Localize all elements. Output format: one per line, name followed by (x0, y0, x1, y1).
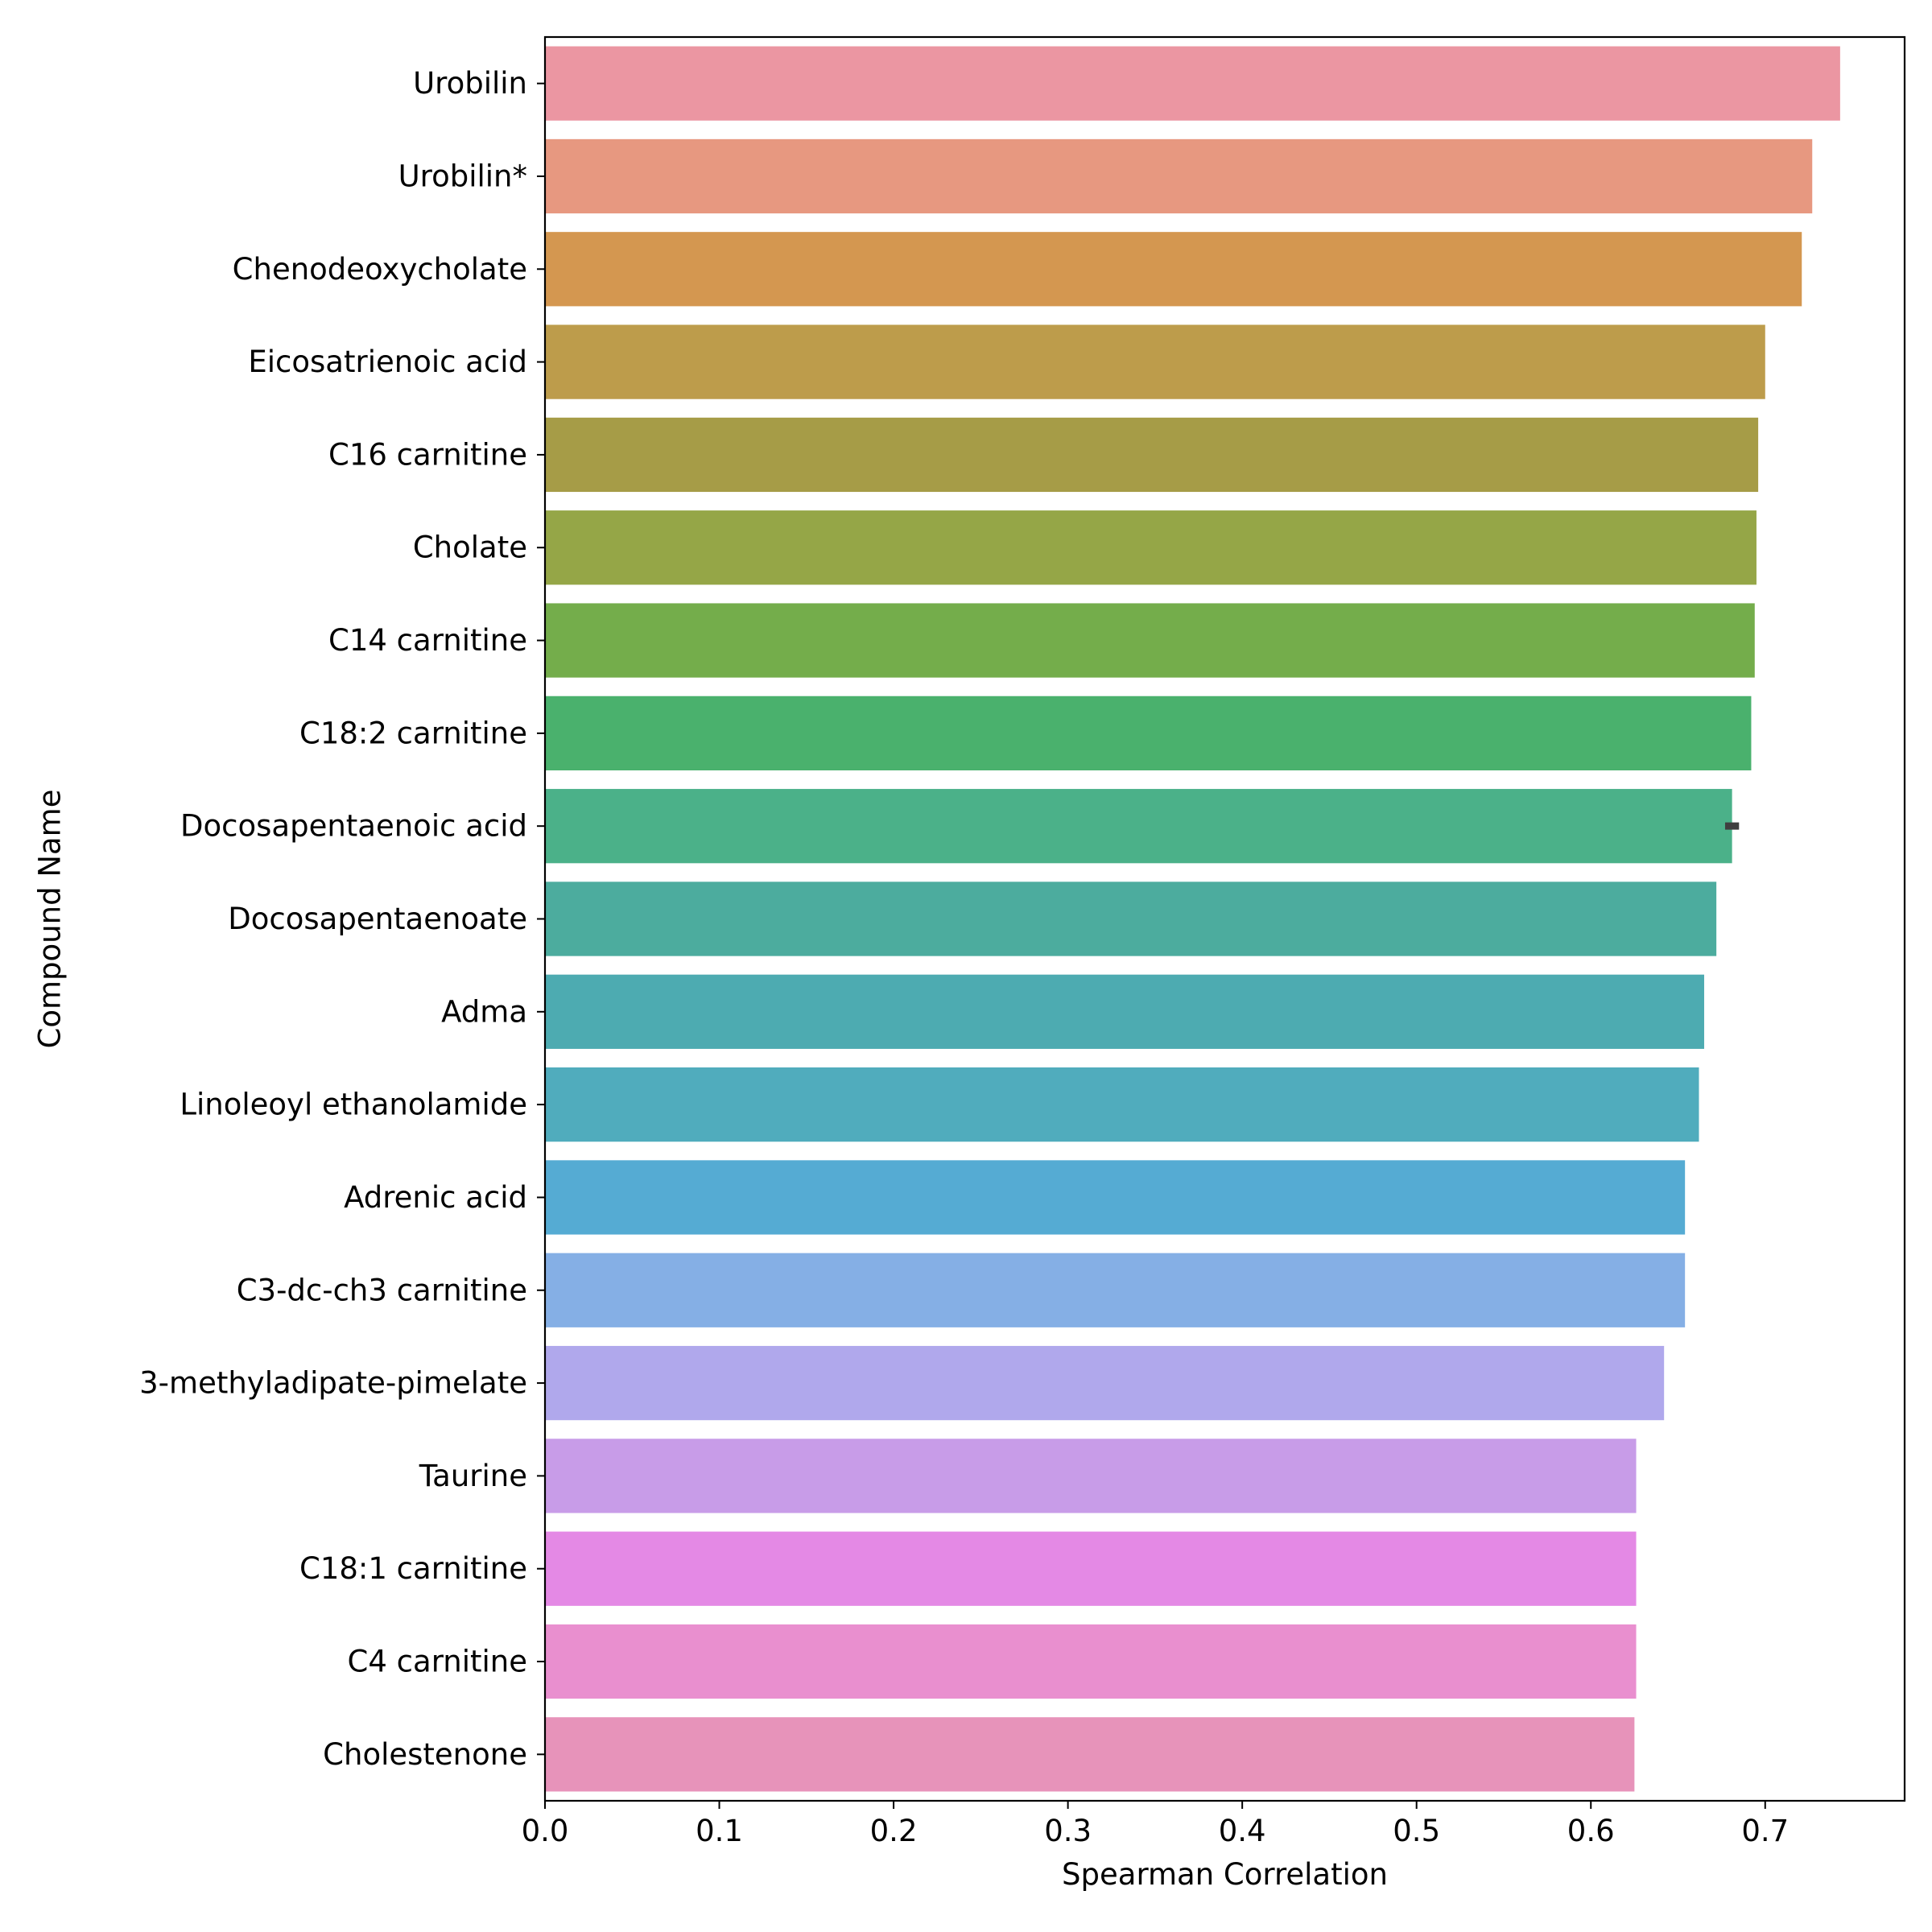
x-tick-label: 0.5 (1393, 1814, 1440, 1848)
y-tick-label: C18:1 carnitine (299, 1551, 527, 1586)
y-tick-label: Eicosatrienoic acid (248, 345, 527, 379)
x-tick-label: 0.3 (1044, 1814, 1092, 1848)
bar (545, 1717, 1635, 1792)
y-tick-label: Chenodeoxycholate (233, 252, 527, 287)
bar (545, 1531, 1637, 1606)
x-axis-title: Spearman Correlation (1062, 1857, 1388, 1892)
bar (545, 138, 1813, 214)
x-tick-label: 0.1 (696, 1814, 743, 1848)
bar (545, 789, 1732, 864)
bar (545, 1253, 1686, 1327)
y-tick-label: C4 carnitine (348, 1645, 527, 1679)
y-tick-label: C14 carnitine (328, 623, 527, 658)
bar (545, 603, 1755, 678)
bar (545, 1624, 1637, 1699)
bar (545, 417, 1759, 493)
y-tick-label: Docosapentaenoic acid (180, 809, 527, 844)
bar (545, 881, 1717, 956)
bar (545, 510, 1757, 585)
bar (545, 324, 1765, 399)
bar (545, 46, 1840, 121)
x-tick-label: 0.4 (1219, 1814, 1266, 1848)
y-tick-label: Urobilin* (398, 159, 527, 193)
y-tick-label: Adrenic acid (344, 1180, 527, 1215)
x-axis-ticks: 0.0 0.1 0.2 0.3 0.4 0.5 0.6 0.7 (522, 1801, 1789, 1848)
bar (545, 1439, 1637, 1513)
bar (545, 1345, 1665, 1421)
bar (545, 1067, 1699, 1142)
y-tick-label: Cholestenone (323, 1737, 527, 1772)
y-tick-label: 3-methyladipate-pimelate (139, 1366, 527, 1401)
y-axis-title: Compound Name (33, 790, 68, 1049)
x-tick-label: 0.0 (522, 1814, 569, 1848)
y-tick-label: Docosapentaenoate (228, 902, 527, 936)
y-tick-label: Taurine (419, 1459, 527, 1493)
y-axis-ticks: Urobilin Urobilin* Chenodeoxycholate Eicosa… (139, 66, 545, 1772)
x-tick-label: 0.6 (1567, 1814, 1615, 1848)
y-tick-label: Urobilin (413, 66, 527, 101)
bar (545, 1160, 1686, 1235)
x-tick-label: 0.2 (870, 1814, 918, 1848)
y-tick-label: C3-dc-ch3 carnitine (237, 1273, 527, 1307)
y-tick-label: Cholate (413, 530, 527, 565)
x-tick-label: 0.7 (1741, 1814, 1789, 1848)
bar (545, 974, 1704, 1049)
bars-group (545, 46, 1840, 1792)
y-tick-label: Adma (441, 994, 527, 1029)
y-tick-label: C16 carnitine (328, 437, 527, 472)
y-tick-label: C18:2 carnitine (299, 716, 527, 750)
plot-frame (543, 35, 1906, 1802)
bar (545, 232, 1802, 307)
bar (545, 696, 1752, 770)
y-tick-label: Linoleoyl ethanolamide (180, 1088, 527, 1122)
